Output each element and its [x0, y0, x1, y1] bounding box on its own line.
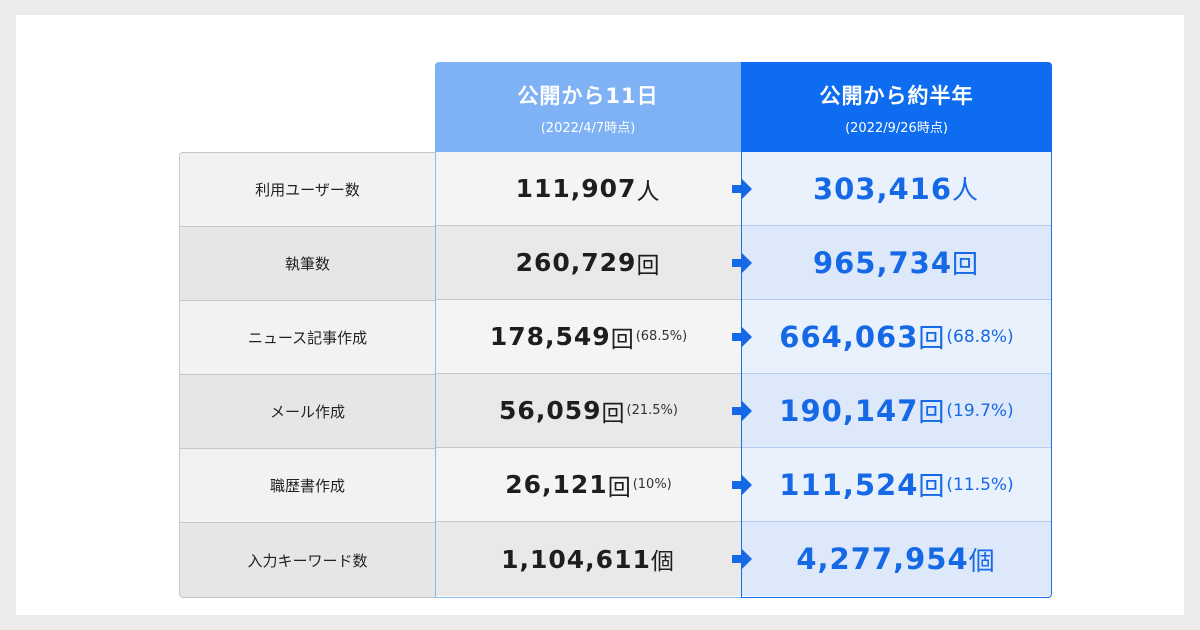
value-number: 664,063 — [779, 319, 919, 354]
column-subtitle: (2022/4/7時点) — [540, 121, 636, 136]
content-card: 公開から11日 (2022/4/7時点) 公開から約半年 (2022/9/26時… — [16, 15, 1184, 615]
value-number: 190,147 — [779, 393, 919, 428]
value-unit: 回 — [952, 250, 979, 280]
value-cell: 178,549 回 (68.5%) — [436, 300, 741, 374]
value-cell: 111,524 回 (11.5%) — [742, 448, 1051, 522]
value-unit: 人 — [636, 178, 660, 205]
value-cell: 1,104,611 個 — [436, 522, 741, 596]
row-labels-column: 利用ユーザー数 執筆数 ニュース記事作成 メール作成 職歴書作成 入力キーワード… — [179, 152, 435, 598]
value-unit: 回 — [607, 474, 631, 501]
value-number: 111,524 — [779, 467, 919, 502]
value-unit: 人 — [952, 176, 979, 206]
value-cell: 303,416 人 — [742, 152, 1051, 226]
value-unit: 回 — [610, 326, 634, 353]
value-percent: (68.8%) — [946, 326, 1014, 347]
value-cell: 111,907 人 — [436, 152, 741, 226]
row-label: ニュース記事作成 — [180, 301, 435, 375]
value-number: 303,416 — [812, 171, 953, 206]
column-subtitle: (2022/9/26時点) — [845, 121, 948, 136]
column-header-11-days: 公開から11日 (2022/4/7時点) — [435, 62, 741, 152]
value-unit: 回 — [918, 324, 945, 354]
value-cell: 190,147 回 (19.7%) — [742, 374, 1051, 448]
value-unit: 個 — [650, 549, 674, 575]
row-label: 入力キーワード数 — [180, 523, 435, 597]
value-percent: (11.5%) — [946, 474, 1014, 495]
value-number: 1,104,611 — [501, 544, 651, 574]
values-column-11-days: 111,907 人 260,729 回 178,549 回 (68.5%) 56,059… — [435, 152, 741, 598]
value-number: 260,729 — [515, 248, 637, 277]
value-number: 965,734 — [812, 245, 953, 280]
row-label: 執筆数 — [180, 227, 435, 301]
value-percent: (19.7%) — [946, 400, 1014, 421]
stats-table: 公開から11日 (2022/4/7時点) 公開から約半年 (2022/9/26時… — [179, 62, 1052, 598]
table-body: 利用ユーザー数 執筆数 ニュース記事作成 メール作成 職歴書作成 入力キーワード… — [179, 152, 1052, 598]
value-number: 4,277,954 — [796, 542, 969, 576]
value-unit: 回 — [918, 398, 945, 428]
value-unit: 回 — [601, 400, 625, 427]
row-label: メール作成 — [180, 375, 435, 449]
value-unit: 回 — [918, 472, 945, 502]
value-cell: 26,121 回 (10%) — [436, 448, 741, 522]
value-number: 111,907 — [515, 174, 637, 203]
column-title: 公開から約半年 — [819, 84, 974, 108]
value-cell: 664,063 回 (68.8%) — [742, 300, 1051, 374]
value-unit: 個 — [968, 546, 995, 577]
column-header-half-year: 公開から約半年 (2022/9/26時点) — [741, 62, 1052, 152]
value-unit: 回 — [636, 252, 660, 279]
row-label: 職歴書作成 — [180, 449, 435, 523]
value-cell: 965,734 回 — [742, 226, 1051, 300]
row-label: 利用ユーザー数 — [180, 153, 435, 227]
value-cell: 260,729 回 — [436, 226, 741, 300]
column-title: 公開から11日 — [517, 84, 659, 108]
value-percent: (68.5%) — [635, 329, 688, 344]
value-cell: 4,277,954 個 — [742, 522, 1051, 596]
value-number: 26,121 — [505, 470, 608, 499]
value-percent: (21.5%) — [626, 403, 678, 418]
value-cell: 56,059 回 (21.5%) — [436, 374, 741, 448]
value-percent: (10%) — [632, 477, 672, 492]
values-column-half-year: 303,416 人 965,734 回 664,063 回 (68.8%) 190,14… — [741, 152, 1052, 598]
value-number: 178,549 — [489, 322, 611, 351]
value-number: 56,059 — [499, 396, 602, 425]
